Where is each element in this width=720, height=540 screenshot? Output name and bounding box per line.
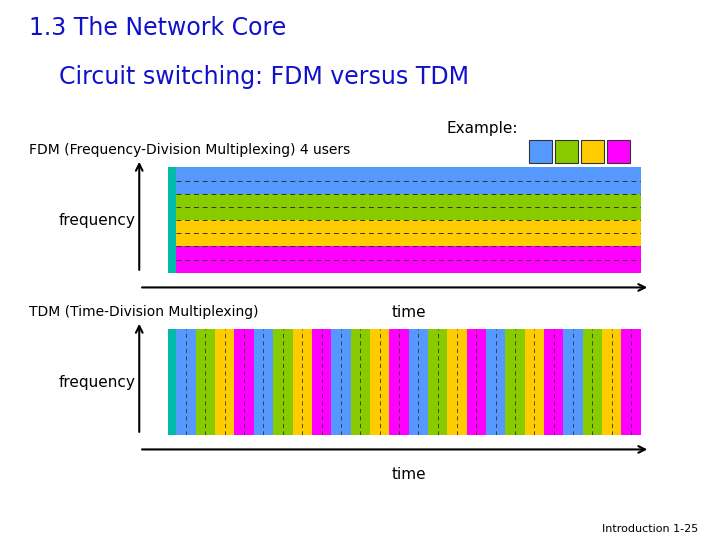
Bar (331, 329, 351, 435)
Bar (254, 329, 273, 435)
Bar (486, 329, 505, 435)
Bar (390, 329, 409, 435)
Text: TDM (Time-Division Multiplexing): TDM (Time-Division Multiplexing) (29, 305, 258, 319)
Bar (505, 329, 525, 435)
Bar (370, 329, 390, 435)
Bar (176, 194, 641, 220)
Bar (544, 329, 563, 435)
Bar (176, 167, 641, 194)
Text: time: time (391, 305, 426, 320)
Bar (235, 329, 253, 435)
Bar (176, 220, 641, 246)
Bar (409, 329, 428, 435)
Text: FDM (Frequency-Division Multiplexing) 4 users: FDM (Frequency-Division Multiplexing) 4 … (29, 143, 350, 157)
Bar (312, 329, 331, 435)
Text: time: time (391, 467, 426, 482)
Bar (176, 329, 196, 435)
Bar (602, 329, 621, 435)
Bar (292, 329, 312, 435)
Bar (563, 329, 582, 435)
Text: 1.3 The Network Core: 1.3 The Network Core (29, 16, 286, 40)
Bar (176, 246, 641, 273)
Text: Example:: Example: (446, 122, 518, 137)
Bar (582, 329, 602, 435)
Text: frequency: frequency (59, 375, 136, 389)
Bar (467, 329, 486, 435)
Bar (215, 329, 235, 435)
Bar (447, 329, 467, 435)
Bar (525, 329, 544, 435)
Bar (168, 167, 176, 273)
Bar (273, 329, 292, 435)
Bar (428, 329, 447, 435)
Text: Introduction 1-25: Introduction 1-25 (602, 523, 698, 534)
Bar (196, 329, 215, 435)
Text: frequency: frequency (59, 213, 136, 227)
Bar (621, 329, 641, 435)
Bar (168, 329, 176, 435)
Text: Circuit switching: FDM versus TDM: Circuit switching: FDM versus TDM (29, 65, 469, 89)
Bar (351, 329, 370, 435)
